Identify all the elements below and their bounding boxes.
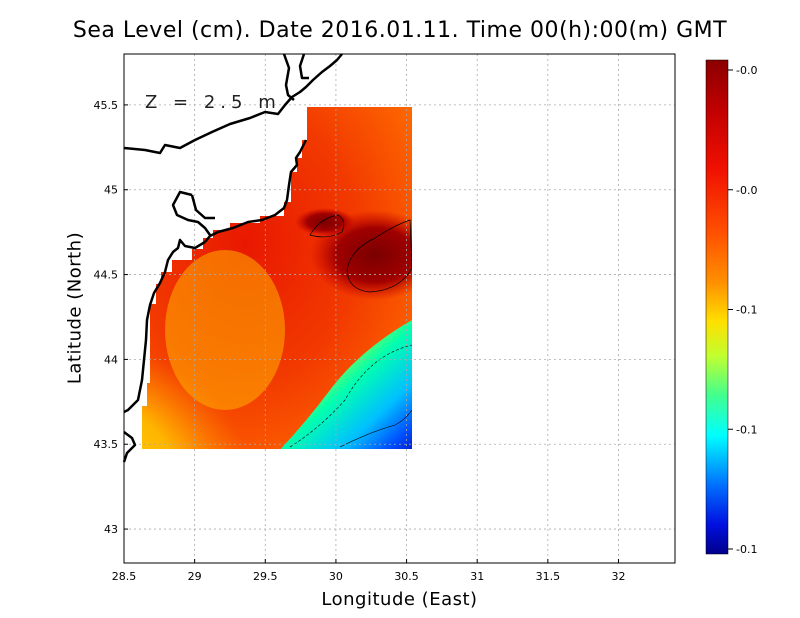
colorbar-tick-label: -0.0 bbox=[736, 184, 757, 197]
colorbar-tick-label: -0.1 bbox=[736, 543, 757, 556]
y-tick-label: 44.5 bbox=[94, 269, 119, 282]
x-tick-label: 31 bbox=[470, 570, 484, 583]
coastline bbox=[122, 53, 343, 463]
colorbar-ticks: -0.0 -0.0 -0.1 -0.1 -0.1 bbox=[728, 64, 757, 556]
colorbar-tick-label: -0.1 bbox=[736, 304, 757, 317]
grid-lines bbox=[124, 54, 675, 563]
x-axis-label: Longitude (East) bbox=[321, 589, 478, 610]
colorbar-tick-label: -0.0 bbox=[736, 64, 757, 77]
x-tick-label: 32 bbox=[611, 570, 625, 583]
x-axis-ticks: 28.5 29 29.5 30 30.5 31 31.5 32 bbox=[112, 559, 625, 583]
map-title: Sea Level (cm). Date 2016.01.11. Time 00… bbox=[72, 18, 728, 43]
colorbar-tick-label: -0.1 bbox=[736, 423, 757, 436]
y-tick-label: 45 bbox=[104, 184, 118, 197]
y-tick-label: 44 bbox=[104, 353, 118, 366]
y-tick-label: 43 bbox=[104, 523, 118, 536]
x-tick-label: 31.5 bbox=[536, 570, 561, 583]
y-axis-ticks: 43 43.5 44 44.5 45 45.5 bbox=[94, 99, 128, 536]
y-tick-label: 43.5 bbox=[94, 438, 119, 451]
x-tick-label: 29 bbox=[188, 570, 202, 583]
y-tick-label: 45.5 bbox=[94, 99, 119, 112]
x-tick-label: 30.5 bbox=[394, 570, 419, 583]
plot-border bbox=[123, 53, 676, 564]
x-tick-label: 30 bbox=[329, 570, 343, 583]
colorbar bbox=[705, 59, 729, 555]
x-tick-label: 28.5 bbox=[112, 570, 137, 583]
y-axis-label: Latitude (North) bbox=[64, 231, 86, 385]
x-tick-label: 29.5 bbox=[253, 570, 278, 583]
depth-label: Z = 2.5 m bbox=[145, 92, 281, 113]
